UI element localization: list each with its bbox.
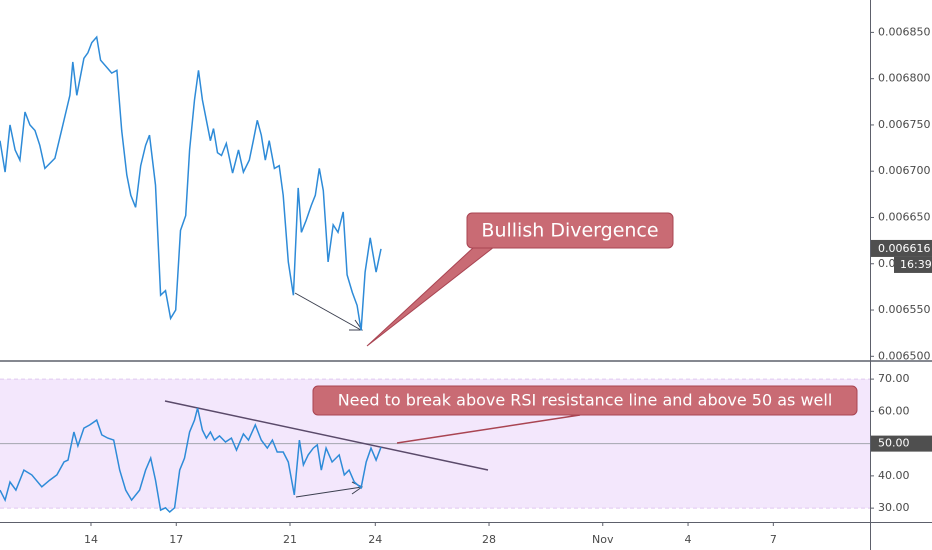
data-line bbox=[0, 35, 382, 331]
x-tick-label: Nov bbox=[592, 533, 614, 546]
countdown-label: 16:39 bbox=[900, 258, 932, 271]
y-tick-label: 0.006550 bbox=[878, 303, 931, 316]
callout-box bbox=[466, 212, 674, 249]
data-layer: 0.006850 0.006800 0.006750 0.006700 0.006650… bbox=[0, 25, 932, 546]
callout-text: Bullish Divergence bbox=[481, 220, 658, 242]
data-line bbox=[0, 407, 382, 514]
arrow-head bbox=[349, 319, 363, 331]
x-tick-label: 24 bbox=[368, 533, 382, 546]
countdown-box bbox=[894, 256, 932, 273]
y-tick-label: 60.00 bbox=[878, 404, 910, 417]
callout-box bbox=[312, 385, 858, 416]
midline-label: 50.00 bbox=[878, 437, 910, 450]
x-tick-label: 28 bbox=[482, 533, 496, 546]
divergence-line bbox=[294, 292, 362, 331]
y-tick-label: 0.006500 bbox=[878, 349, 931, 362]
callout-pointer bbox=[366, 246, 496, 347]
last-value-label: 0.006616 bbox=[878, 242, 931, 255]
x-tick-label: 17 bbox=[169, 533, 183, 546]
y-tick-label: 0.006650 bbox=[878, 210, 931, 223]
y-tick-label: 0.006850 bbox=[878, 25, 931, 38]
callout-pointer bbox=[396, 414, 581, 444]
midline-label-box bbox=[871, 435, 932, 452]
y-tick-label: 40.00 bbox=[878, 469, 910, 482]
last-value-box bbox=[871, 239, 932, 257]
y-tick-label: 0.006750 bbox=[878, 118, 931, 131]
x-tick-label: 7 bbox=[770, 533, 777, 546]
x-tick-label: 21 bbox=[283, 533, 297, 546]
y-tick-label: 70.00 bbox=[878, 372, 910, 385]
y-tick-label: 0.006800 bbox=[878, 72, 931, 85]
rsi-divergence-line bbox=[295, 486, 363, 498]
y-tick-label: 0.006700 bbox=[878, 164, 931, 177]
x-tick-label: 4 bbox=[685, 533, 692, 546]
callout-text: Need to break above RSI resistance line … bbox=[338, 391, 833, 410]
y-tick-label: 30.00 bbox=[878, 501, 910, 514]
rsi-resistance-line bbox=[164, 400, 489, 471]
x-tick-label: 14 bbox=[84, 533, 98, 546]
